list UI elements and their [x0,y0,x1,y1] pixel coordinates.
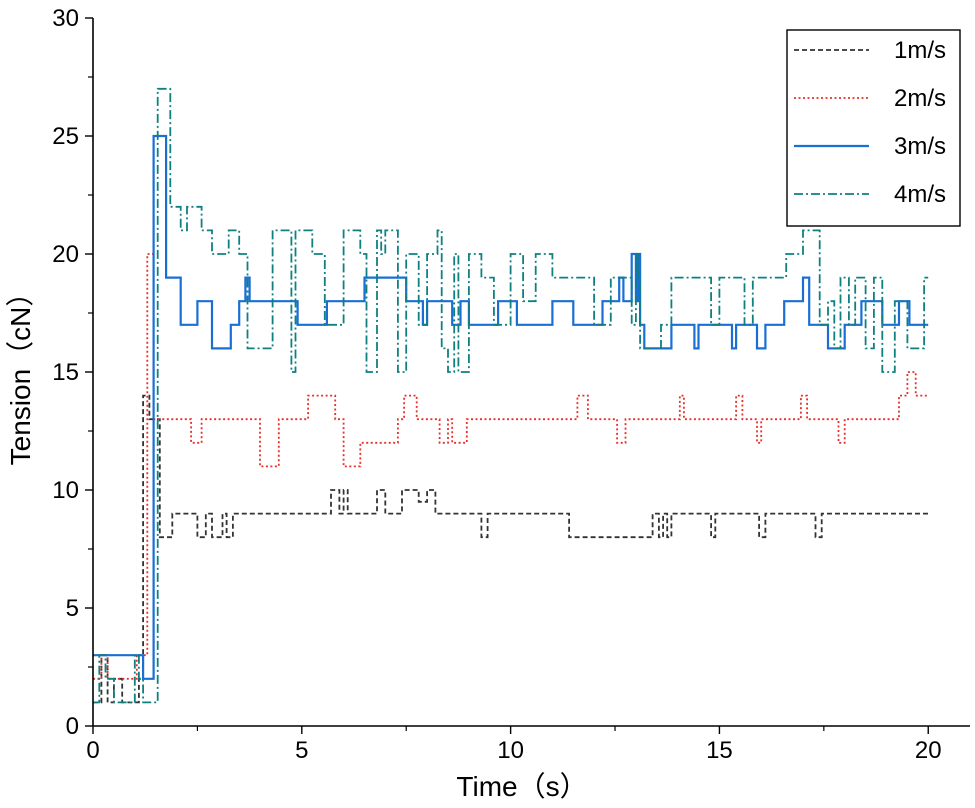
plot-area [93,87,929,704]
series-line-1m-per-s [93,394,929,704]
series-line-3m-per-s [93,134,929,680]
y-tick-label: 10 [52,477,79,504]
x-tick-label: 10 [497,737,524,764]
legend-label: 1m/s [894,37,946,64]
axes [85,17,970,734]
x-tick-label: 0 [86,737,99,764]
legend: 1m/s 2m/s 3m/s 4m/s [786,29,961,227]
y-tick-label: 0 [66,713,79,740]
y-tick-label: 15 [52,359,79,386]
legend-label: 2m/s [894,85,946,112]
y-tick-label: 5 [66,595,79,622]
x-tick-label: 15 [706,737,733,764]
x-tick-label: 20 [915,737,942,764]
legend-label: 3m/s [894,133,946,160]
series-layer [93,87,929,704]
y-axis-title: Tension（cN） [5,279,36,466]
y-tick-label: 20 [52,241,79,268]
y-tick-label: 25 [52,123,79,150]
x-axis-title: Time（s） [456,771,587,802]
series-line-4m-per-s [93,87,929,704]
tick-labels: 0 5 10 15 20 0 5 10 15 20 25 30 [52,5,941,764]
y-tick-label: 30 [52,5,79,32]
legend-label: 4m/s [894,181,946,208]
x-tick-label: 5 [295,737,308,764]
